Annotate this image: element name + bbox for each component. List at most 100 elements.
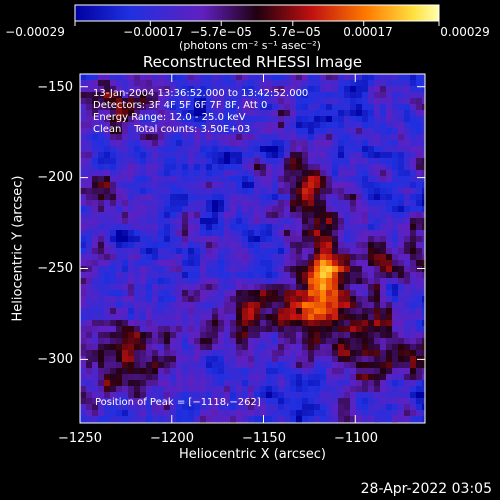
heatmap-cell: [254, 140, 260, 146]
heatmap-cell: [296, 146, 302, 152]
heatmap-cell: [194, 302, 200, 308]
heatmap-cell: [206, 206, 212, 212]
heatmap-cell: [230, 152, 236, 158]
heatmap-cell: [152, 86, 158, 92]
heatmap-cell: [110, 188, 116, 194]
heatmap-cell: [248, 368, 254, 374]
heatmap-cell: [422, 374, 425, 380]
heatmap-cell: [344, 122, 350, 128]
heatmap-cell: [266, 392, 272, 398]
heatmap-cell: [308, 74, 314, 80]
heatmap-cell: [314, 80, 320, 86]
heatmap-cell: [302, 182, 308, 188]
heatmap-cell: [194, 236, 200, 242]
heatmap-cell: [392, 380, 398, 386]
heatmap-cell: [224, 326, 230, 332]
heatmap-cell: [206, 344, 212, 350]
heatmap-cell: [80, 302, 86, 308]
heatmap-cell: [188, 128, 194, 134]
heatmap-cell: [326, 164, 332, 170]
heatmap-cell: [314, 314, 320, 320]
heatmap-cell: [320, 374, 326, 380]
heatmap-cell: [392, 302, 398, 308]
heatmap-cell: [272, 404, 278, 410]
heatmap-cell: [128, 314, 134, 320]
heatmap-cell: [194, 224, 200, 230]
heatmap-cell: [392, 404, 398, 410]
heatmap-cell: [338, 98, 344, 104]
heatmap-cell: [326, 344, 332, 350]
heatmap-cell: [206, 416, 212, 422]
heatmap-cell: [410, 110, 416, 116]
heatmap-cell: [296, 98, 302, 104]
heatmap-cell: [404, 122, 410, 128]
heatmap-cell: [392, 308, 398, 314]
heatmap-cell: [104, 218, 110, 224]
heatmap-cell: [98, 80, 104, 86]
heatmap-cell: [128, 404, 134, 410]
heatmap-cell: [110, 290, 116, 296]
heatmap-cell: [314, 368, 320, 374]
heatmap-cell: [356, 128, 362, 134]
heatmap-cell: [398, 218, 404, 224]
heatmap-cell: [320, 410, 326, 416]
heatmap-cell: [254, 122, 260, 128]
heatmap-cell: [338, 206, 344, 212]
heatmap-cell: [212, 290, 218, 296]
heatmap-cell: [122, 98, 128, 104]
heatmap-cell: [314, 326, 320, 332]
heatmap-cell: [284, 230, 290, 236]
heatmap-cell: [398, 116, 404, 122]
heatmap-cell: [362, 128, 368, 134]
heatmap-cell: [284, 368, 290, 374]
heatmap-cell: [422, 218, 425, 224]
heatmap-cell: [386, 206, 392, 212]
heatmap-cell: [350, 110, 356, 116]
heatmap-cell: [128, 326, 134, 332]
heatmap-cell: [158, 374, 164, 380]
heatmap-cell: [326, 92, 332, 98]
heatmap-cell: [236, 194, 242, 200]
heatmap-cell: [164, 110, 170, 116]
heatmap-cell: [272, 386, 278, 392]
heatmap-cell: [338, 266, 344, 272]
heatmap-cell: [194, 338, 200, 344]
heatmap-cell: [284, 224, 290, 230]
heatmap-cell: [176, 272, 182, 278]
heatmap-cell: [134, 296, 140, 302]
heatmap-cell: [410, 362, 416, 368]
heatmap-cell: [272, 302, 278, 308]
heatmap-cell: [176, 104, 182, 110]
heatmap-cell: [176, 134, 182, 140]
heatmap-cell: [116, 380, 122, 386]
heatmap-cell: [314, 404, 320, 410]
heatmap-cell: [248, 206, 254, 212]
heatmap-cell: [122, 410, 128, 416]
heatmap-cell: [230, 392, 236, 398]
heatmap-cell: [398, 242, 404, 248]
heatmap-cell: [158, 146, 164, 152]
heatmap-cell: [398, 170, 404, 176]
heatmap-cell: [92, 410, 98, 416]
heatmap-cell: [80, 326, 86, 332]
heatmap-cell: [158, 134, 164, 140]
heatmap-cell: [170, 128, 176, 134]
heatmap-cell: [416, 242, 422, 248]
heatmap-cell: [206, 200, 212, 206]
heatmap-cell: [278, 398, 284, 404]
heatmap-cell: [206, 80, 212, 86]
heatmap-cell: [284, 206, 290, 212]
heatmap-cell: [140, 122, 146, 128]
heatmap-cell: [290, 110, 296, 116]
heatmap-cell: [110, 332, 116, 338]
heatmap-cell: [290, 416, 296, 422]
heatmap-cell: [128, 284, 134, 290]
heatmap-cell: [398, 104, 404, 110]
heatmap-cell: [236, 332, 242, 338]
heatmap-cell: [326, 296, 332, 302]
heatmap-cell: [404, 98, 410, 104]
heatmap-cell: [314, 242, 320, 248]
heatmap-cell: [332, 356, 338, 362]
heatmap-cell: [332, 350, 338, 356]
heatmap-cell: [248, 350, 254, 356]
